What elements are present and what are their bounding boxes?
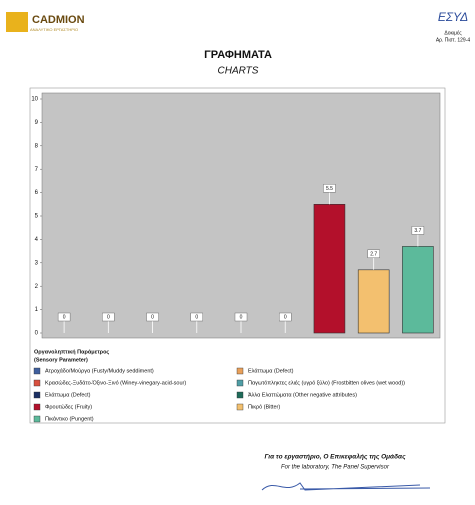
legend-swatch <box>236 367 244 375</box>
label-box <box>234 312 248 322</box>
legend-label: Παγωτόπληκτες ελιές (υγρό ξύλο) (Frostbi… <box>248 379 405 386</box>
legend-label: Κρασώδες-Ξυδάτο-Όξινο-Ξινό (Winey-vinega… <box>45 379 186 386</box>
data-label: 0 <box>195 315 198 321</box>
y-tick-label: 3 <box>35 260 39 266</box>
data-label: 0 <box>151 315 154 321</box>
signature <box>261 482 431 491</box>
y-tick-label: 1 <box>35 307 39 313</box>
logo-text: CADMION <box>32 14 85 26</box>
accreditation: ΕΣΥΔ Δοκιμές Αρ. Πιστ. 129-4 <box>436 10 471 43</box>
legend-swatch <box>33 379 41 387</box>
label-box <box>323 184 336 193</box>
legend-label: Πικάντικο (Pungent) <box>45 415 94 422</box>
accreditation-number: Αρ. Πιστ. 129-4 <box>436 37 471 43</box>
label-box <box>190 312 203 322</box>
y-tick-label: 4 <box>35 237 39 243</box>
label-box <box>411 226 425 235</box>
label-box <box>146 312 159 322</box>
legend-swatch <box>33 391 41 399</box>
legend-label: Ατροχάδο/Μούργα (Fusty/Muddy seddiment) <box>45 367 154 374</box>
label-box <box>57 312 71 322</box>
data-label: 0 <box>284 315 287 321</box>
y-tick-label: 10 <box>31 97 38 103</box>
accreditation-logo: ΕΣΥΔ <box>438 10 468 24</box>
logo: CADMION ΑΝΑΛΥΤΙΚΟ ΕΡΓΑΣΤΗΡΙΟ <box>6 12 85 32</box>
signature-title-en: For the laboratory, The Panel Supervisor <box>281 465 390 471</box>
subtitle: CHARTS <box>218 66 259 77</box>
y-tick-label: 8 <box>35 143 39 149</box>
legend-label: Πικρό (Bitter) <box>248 403 280 410</box>
legend-swatch <box>33 415 41 423</box>
chart: 0 1 2 3 4 5 6 7 8 9 10 0 Ατροχάδο/Μούργα (Fusty/Mudd… <box>31 97 434 423</box>
data-label: 0 <box>240 315 243 321</box>
logo-mark <box>6 12 28 32</box>
title: ΓΡΑΦΗΜΑΤΑ <box>204 49 272 61</box>
y-tick-label: 5 <box>35 214 39 220</box>
label-box <box>102 312 115 322</box>
label-box <box>367 249 380 259</box>
data-label: 2.7 <box>370 251 377 257</box>
legend-title: Οργανοληπτική Παράμετρος <box>34 349 109 355</box>
signature-title: Για το εργαστήριο, Ο Επικεφαλής της Ομάδ… <box>264 453 406 461</box>
label-box <box>279 312 292 322</box>
y-tick-label: 6 <box>35 190 39 196</box>
bar <box>313 204 346 334</box>
data-label: 0 <box>63 315 66 321</box>
bar <box>357 269 390 334</box>
legend-swatch <box>236 391 244 399</box>
data-label: 0 <box>107 315 110 321</box>
legend-label: Φρουτώδες (Fruity) <box>45 403 92 410</box>
accreditation-type: Δοκιμές <box>444 29 462 36</box>
legend-swatch <box>236 379 244 387</box>
legend-label: Ελάττωμα (Defect) <box>45 391 91 398</box>
y-tick-label: 2 <box>35 284 39 290</box>
y-tick-label: 7 <box>35 167 39 173</box>
data-label: 3.7 <box>414 228 421 234</box>
y-tick-label: 9 <box>35 120 39 126</box>
legend-swatch <box>33 367 41 375</box>
legend-swatch <box>236 403 244 411</box>
data-label: 5.5 <box>326 186 333 192</box>
legend-swatch <box>33 403 41 411</box>
legend-title: (Sensory Parameter) <box>34 357 88 363</box>
logo-subtitle: ΑΝΑΛΥΤΙΚΟ ΕΡΓΑΣΤΗΡΙΟ <box>30 27 78 32</box>
y-tick-label: 0 <box>35 331 39 337</box>
legend-label: Άλλα Ελαττώματα (Other negative attribut… <box>248 391 357 398</box>
bar <box>402 246 434 334</box>
legend-label: Ελάττωμα (Defect) <box>248 367 294 374</box>
